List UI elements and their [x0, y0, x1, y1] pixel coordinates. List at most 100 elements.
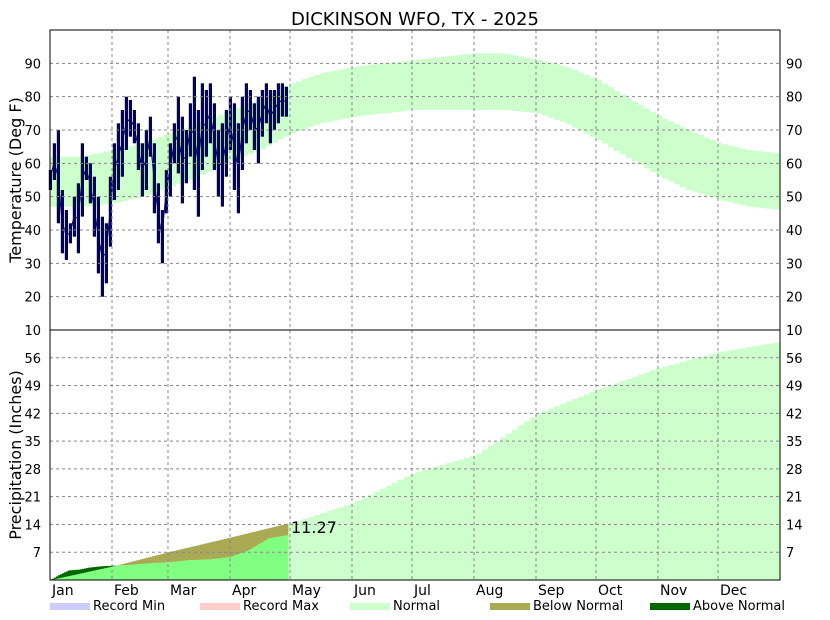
above-normal-precip-day	[100, 566, 103, 570]
observed-precip-day	[100, 566, 103, 580]
observed-precip-day	[212, 558, 215, 580]
precipitation-tick-right: 14	[786, 518, 803, 533]
below-normal-precip-day	[166, 552, 169, 563]
below-normal-precip-day	[224, 538, 227, 558]
observed-precip-day	[268, 538, 271, 580]
temperature-normal-band	[50, 53, 780, 210]
above-normal-precip-day	[70, 570, 73, 576]
observed-precip-day	[128, 564, 131, 580]
below-normal-precip-day	[138, 559, 141, 565]
observed-precip-day	[176, 561, 179, 580]
observed-precip-day	[244, 551, 247, 580]
below-normal-precip-day	[164, 553, 167, 563]
observed-precip-day	[134, 564, 137, 580]
above-normal-precip-day	[92, 567, 95, 571]
below-normal-precip-day	[168, 552, 171, 563]
observed-precip-day	[174, 561, 177, 580]
below-normal-precip-day	[136, 560, 139, 565]
observed-precip-day	[228, 557, 231, 580]
observed-precip-day	[160, 562, 163, 580]
below-normal-precip-day	[222, 539, 225, 558]
above-normal-precip-day	[62, 573, 65, 578]
above-normal-precip-day	[96, 566, 99, 570]
observed-precip-day	[90, 567, 93, 580]
above-normal-precip-day	[54, 577, 57, 580]
above-normal-precip-day	[64, 572, 67, 577]
below-normal-precip-day	[126, 562, 129, 566]
below-normal-precip-day	[228, 538, 231, 558]
observed-precip-day	[150, 563, 153, 580]
below-normal-precip-day	[256, 531, 259, 546]
temperature-tick-left: 10	[24, 324, 41, 339]
below-normal-precip-day	[120, 564, 123, 566]
below-normal-precip-day	[242, 534, 245, 553]
below-normal-precip-day	[238, 535, 241, 554]
precipitation-tick-left: 49	[24, 380, 41, 395]
precipitation-observed-area	[52, 523, 289, 580]
below-normal-precip-day	[234, 536, 237, 556]
temperature-tick-right: 70	[786, 124, 803, 139]
below-normal-precip-day	[218, 540, 221, 559]
observed-precip-day	[234, 555, 237, 580]
observed-precip-day	[240, 553, 243, 580]
above-normal-precip-day	[80, 569, 83, 574]
observed-precip-day	[264, 540, 267, 580]
plot-frame	[49, 29, 781, 581]
observed-precip-day	[204, 559, 207, 580]
below-normal-precip-day	[128, 562, 131, 565]
temperature-tick-left: 90	[24, 57, 41, 72]
below-normal-precip-day	[212, 541, 215, 559]
observed-precip-day	[80, 569, 83, 580]
above-normal-precip-day	[86, 568, 89, 573]
below-normal-precip-day	[174, 550, 177, 562]
temperature-observed-bars	[48, 76, 288, 297]
above-normal-precip-day	[94, 566, 97, 571]
observed-precip-day	[214, 558, 217, 580]
temperature-tick-right: 30	[786, 257, 803, 272]
below-normal-precip-day	[262, 529, 265, 542]
chart-title: DICKINSON WFO, TX - 2025	[291, 9, 539, 30]
observed-precip-day	[86, 568, 89, 580]
observed-precip-day	[94, 566, 97, 580]
below-normal-precip-day	[148, 557, 151, 564]
below-normal-precip-day	[206, 543, 209, 560]
observed-precip-day	[282, 535, 285, 580]
legend: Record Min Record Max Normal Below Normal Ab…	[50, 599, 785, 614]
below-normal-precip-day	[134, 560, 137, 565]
precipitation-tick-right: 35	[786, 435, 803, 450]
observed-precip-day	[166, 562, 169, 580]
below-normal-precip-day	[240, 535, 243, 554]
above-normal-precip-day	[98, 566, 101, 570]
below-normal-precip-day	[182, 548, 185, 561]
below-normal-precip-day	[272, 527, 275, 538]
normal-precipitation-area	[50, 342, 780, 580]
temperature-tick-left: 40	[24, 224, 41, 239]
observed-precip-day	[196, 559, 199, 580]
below-normal-precip-day	[286, 523, 289, 536]
observed-precip-day	[148, 563, 151, 580]
legend-swatch	[200, 603, 240, 610]
month-label: Nov	[660, 583, 687, 599]
observed-precip-day	[114, 565, 117, 580]
month-label: Apr	[232, 583, 256, 599]
month-label: Oct	[598, 583, 623, 599]
temperature-tick-right: 50	[786, 191, 803, 206]
below-normal-precip-day	[204, 543, 207, 560]
observed-precip-day	[170, 561, 173, 580]
observed-precip-day	[120, 565, 123, 580]
precipitation-tick-left: 42	[24, 407, 41, 422]
legend-item: Above Normal	[650, 599, 785, 614]
below-normal-precip-day	[186, 547, 189, 561]
temperature-axis-label: Temperature (Deg F)	[6, 97, 25, 264]
below-normal-precip-day	[210, 542, 213, 560]
precipitation-tick-right: 28	[786, 463, 803, 478]
below-normal-precip-day	[156, 555, 159, 563]
below-normal-precip-day	[282, 524, 285, 536]
below-normal-precip-day	[170, 551, 173, 562]
observed-precip-day	[250, 549, 253, 580]
observed-temperature-bar	[56, 130, 60, 224]
observed-precip-day	[92, 567, 95, 580]
below-normal-precip-day	[244, 534, 247, 552]
observed-precip-day	[104, 566, 107, 580]
below-normal-precip-day	[276, 526, 279, 537]
